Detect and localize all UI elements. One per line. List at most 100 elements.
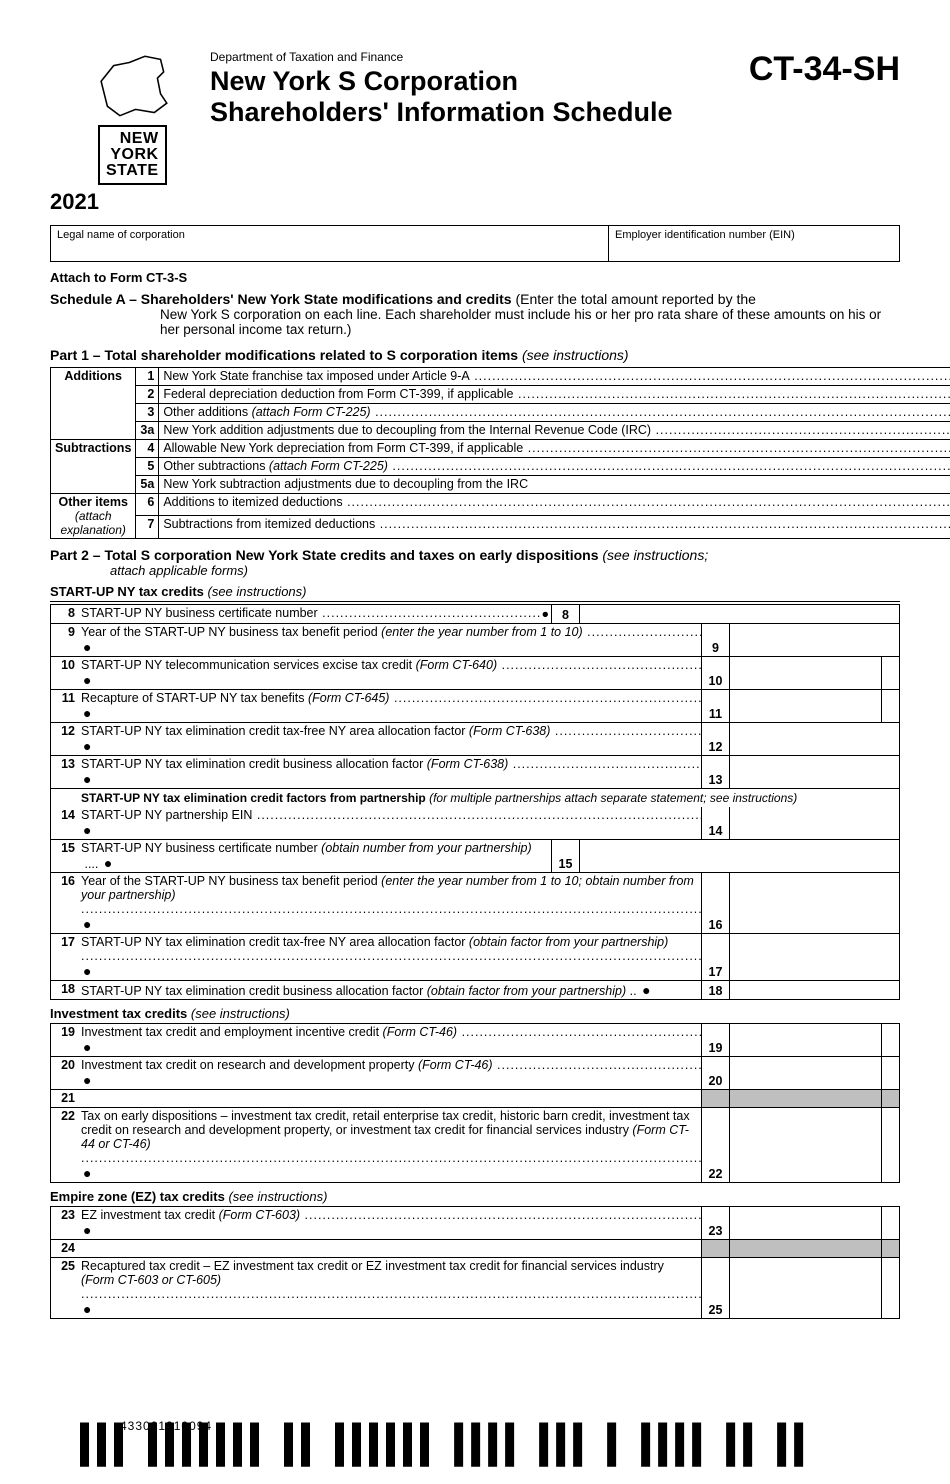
line-desc-i: (obtain factor from your partnership) [469,935,668,949]
cents-field[interactable] [881,657,899,689]
startup-sub-b: START-UP NY tax elimination credit facto… [81,791,426,805]
value-field[interactable] [729,873,899,933]
value-field[interactable] [729,981,899,999]
line-row: 19 Investment tax credit and employment … [51,1024,899,1056]
bullet-icon: ● [81,738,93,754]
line-num: 3a [136,421,159,439]
value-field[interactable] [729,1258,881,1318]
line-desc-i: (Form CT-638) [469,724,551,738]
value-field[interactable] [729,690,881,722]
line-desc-i: (Form CT-640) [416,658,498,672]
ez-hdr-i: (see instructions) [225,1189,328,1204]
other-label: Other items [58,495,127,509]
line-desc: Year of the START-UP NY business tax ben… [81,874,381,888]
box-num: 25 [701,1258,729,1318]
cents-field[interactable] [881,1258,899,1318]
attach-instruction: Attach to Form CT-3-S [50,270,900,285]
line-num: 2 [136,385,159,403]
line-desc: Additions to itemized deductions [163,495,342,509]
value-field[interactable] [729,657,881,689]
value-field[interactable] [729,934,899,980]
title-block: Department of Taxation and Finance New Y… [200,50,700,128]
line-desc-i: (Form CT-603) [219,1208,301,1222]
line-num: 18 [51,981,79,999]
value-field[interactable] [579,605,699,623]
header: NEW YORK STATE 2021 Department of Taxati… [50,50,900,215]
bullet-icon: ● [81,1165,93,1181]
part1-title-i: (see instructions) [518,347,628,363]
line-row: 14 START-UP NY partnership EIN ● 14 [51,807,899,839]
table-row: Additions 1 New York State franchise tax… [51,367,950,385]
dept-name: Department of Taxation and Finance [210,50,700,64]
value-field[interactable] [729,624,899,656]
startup-section-header: START-UP NY tax credits (see instruction… [50,584,900,602]
line-num: 4 [136,439,159,457]
line-desc: Investment tax credit and employment inc… [81,1025,383,1039]
line-desc: Recapture of START-UP NY tax benefits [81,691,308,705]
ein-field[interactable]: Employer identification number (EIN) [609,226,899,261]
bullet-icon: ● [640,982,652,998]
box-num: 19 [701,1024,729,1056]
line-row: 18 START-UP NY tax elimination credit bu… [51,980,899,999]
line-num: 23 [51,1207,79,1239]
line-row: 25 Recaptured tax credit – EZ investment… [51,1257,899,1318]
line-num: 14 [51,807,79,839]
value-field[interactable] [729,1207,881,1239]
value-field[interactable] [729,1057,881,1089]
table-row: 2 Federal depreciation deduction from Fo… [51,385,950,403]
line-row: 15 START-UP NY business certificate numb… [51,839,899,872]
value-field-shaded [729,1090,881,1107]
line-row: 12 START-UP NY tax elimination credit ta… [51,722,899,755]
cents-field[interactable] [881,1108,899,1182]
form-page: NEW YORK STATE 2021 Department of Taxati… [0,0,950,1484]
box-num: 13 [701,756,729,788]
value-field[interactable] [729,807,899,839]
value-field[interactable] [729,1024,881,1056]
line-num: 7 [136,516,159,539]
form-code: CT-34-SH [700,50,900,89]
cents-field[interactable] [881,1207,899,1239]
cents-field[interactable] [881,1024,899,1056]
value-field[interactable] [729,1108,881,1182]
value-field[interactable] [579,840,699,872]
schedule-a-heading: Schedule A – Shareholders' New York Stat… [50,291,900,337]
cents-field[interactable] [881,690,899,722]
line-num: 12 [51,723,79,755]
line-num: 9 [51,624,79,656]
table-row: Subtractions 4 Allowable New York deprec… [51,439,950,457]
cents-field-shaded [881,1090,899,1107]
line-desc-i: (Form CT-638) [427,757,509,771]
line-desc: START-UP NY telecommunication services e… [81,658,416,672]
value-field[interactable] [729,756,899,788]
line-desc: START-UP NY business certificate number [81,841,321,855]
line-desc: START-UP NY tax elimination credit busin… [81,984,427,998]
line-desc: New York subtraction adjustments due to … [163,477,528,491]
cents-field[interactable] [881,1057,899,1089]
bullet-icon: ● [81,672,93,688]
nys-map-icon [98,50,170,122]
line-desc: Investment tax credit on research and de… [81,1058,418,1072]
part2-title-sub: attach applicable forms) [50,563,900,578]
line-num: 13 [51,756,79,788]
line-num: 10 [51,657,79,689]
box-num: 22 [701,1108,729,1182]
line-num: 20 [51,1057,79,1089]
line-desc: Year of the START-UP NY business tax ben… [81,625,381,639]
legal-name-field[interactable]: Legal name of corporation [51,226,609,261]
line-num: 17 [51,934,79,980]
logo-year: 2021 [50,189,200,215]
line-num: 16 [51,873,79,933]
investment-lines: 19 Investment tax credit and employment … [50,1023,900,1183]
line-num: 15 [51,840,79,872]
value-field[interactable] [729,723,899,755]
startup-partnership-subheader: START-UP NY tax elimination credit facto… [51,788,899,807]
table-row: 3a New York addition adjustments due to … [51,421,950,439]
invest-hdr-i: (see instructions) [187,1006,290,1021]
bullet-icon: ● [81,822,93,838]
line-desc-i: (obtain number from your partnership) [321,841,532,855]
other-sub: (attach explanation) [61,509,126,537]
line-desc: Other additions [163,405,251,419]
title-line2: Shareholders' Information Schedule [210,97,673,127]
box-num: 16 [701,873,729,933]
bullet-icon: ● [81,1039,93,1055]
